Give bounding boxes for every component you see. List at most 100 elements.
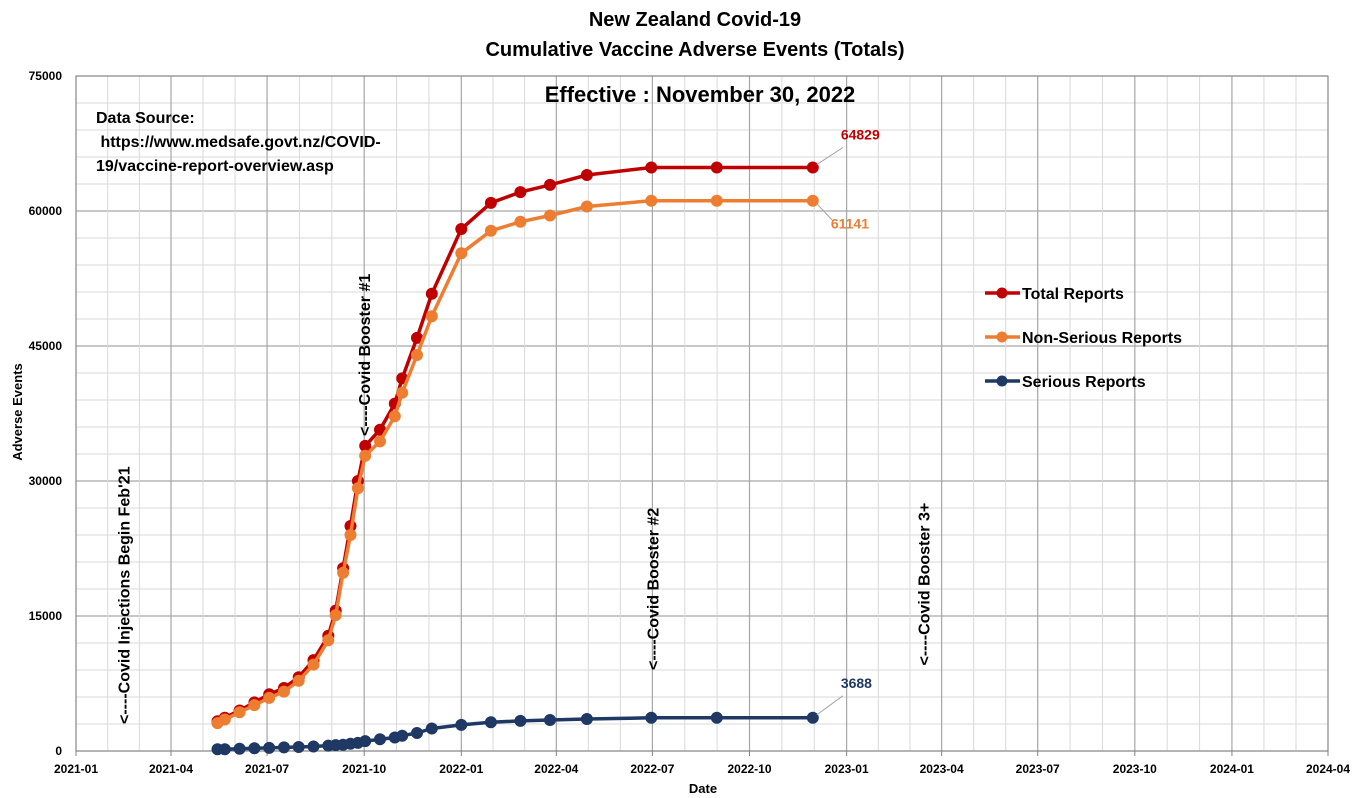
data-point [710,161,723,174]
x-tick-label: 2022-07 [630,762,674,776]
x-axis-label: Date [689,781,717,796]
legend: Total Reports Non-Serious Reports Serious … [985,286,1182,391]
data-point [645,161,658,174]
data-point [233,706,246,719]
y-tick-label: 45000 [29,339,63,353]
data-point [806,194,819,207]
data-point [263,741,276,754]
x-tick-label: 2022-01 [439,762,483,776]
data-point [580,169,593,181]
end-labels: 64829 61141 3688 [816,127,880,716]
data-point [337,566,350,579]
data-point [484,196,497,209]
data-point [307,740,320,753]
data-point [514,215,527,228]
data-point [514,186,527,199]
y-axis-label: Adverse Events [10,363,25,461]
end-value-label: 64829 [841,127,880,143]
data-source-line-3: 19/vaccine-report-overview.asp [96,158,334,175]
legend-label: Non-Serious Reports [1022,330,1182,347]
data-point [374,435,386,448]
series-line [216,165,813,723]
data-point [322,634,335,647]
x-tick-label: 2023-07 [1016,762,1060,776]
data-point [806,711,819,724]
data-point [645,711,658,724]
data-point [248,699,261,712]
data-point [359,735,372,748]
annotation-label: <----Covid Booster 3+ [917,503,934,666]
x-tick-label: 2021-07 [245,762,289,776]
annotation-label: <----Covid Booster #1 [357,274,374,436]
data-point [292,674,305,687]
legend-swatch-marker [996,375,1008,387]
data-point [484,224,497,237]
data-point [396,729,409,742]
series-line [216,198,813,725]
data-point [351,482,364,495]
y-tick-label: 0 [55,744,62,758]
x-tick-labels: 2021-01 2021-04 2021-07 2021-10 2022-01 2022-… [54,762,1350,776]
data-point [263,691,276,704]
plot-area [75,75,1329,752]
annotation-label: <----Covid Injections Begin Feb'21 [117,466,134,724]
x-tick-label: 2021-01 [54,762,98,776]
data-point [388,410,401,423]
data-point [544,178,556,191]
data-point [344,529,357,541]
y-tick-label: 30000 [29,474,63,488]
y-tick-label: 15000 [29,609,63,623]
y-tick-label: 75000 [29,69,63,83]
x-tick-label: 2024-01 [1210,762,1254,776]
legend-swatch-marker [996,331,1008,343]
data-point [544,209,556,222]
data-point [425,722,438,735]
data-point [455,247,468,260]
data-point [484,716,497,729]
data-point [514,714,527,727]
data-source-line-2: https://www.medsafe.govt.nz/COVID- [96,134,381,151]
data-point [374,733,386,746]
data-point [248,742,261,755]
grid [75,75,1329,756]
x-tick-label: 2021-04 [149,762,193,776]
data-point [359,449,372,462]
data-point [645,194,658,207]
annotation-label: <----Covid Booster #2 [645,508,662,670]
data-point [425,310,438,323]
leader-line [816,203,834,222]
legend-label: Serious Reports [1022,374,1146,391]
chart-title: New Zealand Covid-19 [589,9,801,31]
data-point [455,223,468,235]
leader-line [816,147,844,165]
x-tick-label: 2022-10 [727,762,771,776]
data-point [292,741,305,753]
data-point [580,713,593,725]
data-point [580,200,593,213]
x-tick-label: 2021-10 [342,762,386,776]
data-point [425,287,438,300]
data-point [455,718,468,731]
data-point [544,714,556,726]
x-tick-label: 2023-10 [1113,762,1157,776]
data-point [710,194,723,207]
data-point [806,161,819,174]
data-point [307,658,320,671]
data-point [411,349,423,361]
data-point [278,741,290,754]
data-point [278,685,290,698]
end-value-label: 61141 [831,216,869,232]
series [211,161,819,756]
x-tick-label: 2023-01 [825,762,869,776]
end-value-label: 3688 [841,675,872,691]
chart-subtitle: Cumulative Vaccine Adverse Events (Total… [485,39,904,61]
x-tick-label: 2022-04 [534,762,578,776]
data-source-line-1: Data Source: [96,110,195,127]
legend-swatch-marker [996,287,1008,299]
x-tick-label: 2024-04 [1306,762,1350,776]
data-point [329,609,342,622]
data-point [218,743,231,756]
annotations: <----Covid Injections Begin Feb'21 <----C… [117,274,934,724]
y-tick-labels: 0 15000 30000 45000 60000 75000 [29,69,63,758]
